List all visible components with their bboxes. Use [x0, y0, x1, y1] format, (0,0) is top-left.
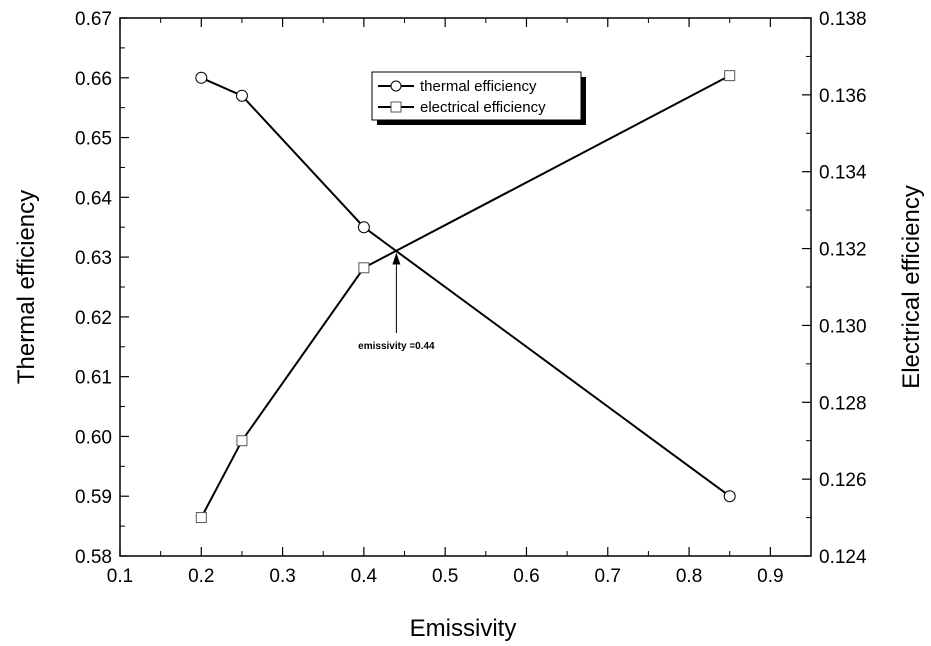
y-left-tick-label: 0.64 [75, 188, 112, 209]
data-point-square [724, 70, 736, 82]
annotation-label: emissivity =0.44 [358, 341, 435, 352]
legend-marker-circle [390, 80, 402, 92]
x-tick-label: 0.1 [107, 566, 133, 587]
data-point-circle [195, 71, 208, 84]
data-point-square [195, 512, 207, 524]
y-right-tick-label: 0.124 [819, 547, 867, 568]
series-line-1 [200, 76, 731, 498]
y-right-tick-label: 0.138 [819, 9, 867, 30]
data-point-circle [235, 89, 248, 102]
annotation: emissivity =0.44 [358, 252, 435, 352]
legend-label: electrical efficiency [420, 99, 546, 116]
y-right-tick-label: 0.132 [819, 240, 867, 261]
y-right-tick-label: 0.128 [819, 393, 867, 414]
x-tick-label: 0.5 [432, 566, 458, 587]
y-left-tick-label: 0.65 [75, 129, 112, 150]
x-tick-label: 0.6 [513, 566, 539, 587]
y-right-tick-label: 0.126 [819, 470, 867, 491]
legend-marker-square [390, 101, 402, 113]
y-right-tick-label: 0.134 [819, 163, 867, 184]
x-tick-label: 0.7 [595, 566, 621, 587]
x-axis-title: Emissivity [410, 615, 517, 642]
y-left-tick-label: 0.63 [75, 248, 112, 269]
data-point-circle [723, 490, 736, 503]
y-left-tick-label: 0.67 [75, 9, 112, 30]
y-left-tick-label: 0.66 [75, 69, 112, 90]
y-left-tick-label: 0.62 [75, 308, 112, 329]
y-left-tick-label: 0.61 [75, 368, 112, 389]
y-left-tick-label: 0.58 [75, 547, 112, 568]
x-tick-label: 0.3 [269, 566, 295, 587]
axes: 0.1 0.2 0.3 0.4 0.5 0.6 0.7 0.8 0.9 0.58 0.59 0.60 0… [75, 9, 867, 587]
data-point-square [236, 435, 248, 447]
axis-titles: Emissivity Thermal efficiency Electrical… [13, 185, 925, 642]
y-right-axis-title: Electrical efficiency [898, 185, 925, 389]
data-point-circle [357, 221, 370, 234]
y-left-tick-label: 0.59 [75, 487, 112, 508]
x-tick-label: 0.2 [188, 566, 214, 587]
x-tick-label: 0.9 [757, 566, 783, 587]
x-tick-label: 0.4 [351, 566, 378, 587]
x-tick-label: 0.8 [676, 566, 702, 587]
legend: thermal efficiency electrical efficiency [371, 71, 586, 125]
legend-label: thermal efficiency [420, 78, 537, 95]
plot-series [195, 70, 736, 524]
y-left-tick-label: 0.60 [75, 427, 112, 448]
y-right-tick-label: 0.136 [819, 86, 867, 107]
annotation-arrowhead [392, 252, 401, 265]
y-right-tick-label: 0.130 [819, 316, 867, 337]
y-left-axis-title: Thermal efficiency [13, 190, 40, 384]
data-point-square [358, 262, 370, 274]
legend-box [371, 71, 582, 121]
series-line-2 [200, 74, 731, 519]
